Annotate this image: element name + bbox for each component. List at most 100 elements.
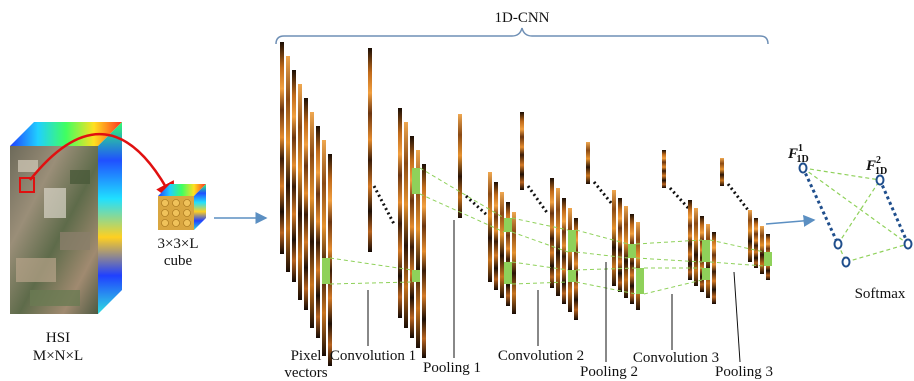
node-f1-bottom xyxy=(833,238,843,250)
dashed-connector xyxy=(643,279,703,295)
node-f2-top xyxy=(875,174,885,186)
hsi-label-line1: HSI xyxy=(46,330,70,346)
pool1-highlight-top xyxy=(504,218,512,232)
pool2-highlight-top xyxy=(628,244,636,258)
pool3-feature-map xyxy=(748,210,752,262)
conv3-ellipsis xyxy=(668,186,692,212)
conv1-ellipsis xyxy=(372,185,396,225)
pixel-vector-highlight xyxy=(322,258,330,284)
conv3-group xyxy=(662,150,716,304)
conv1-kernel-strip xyxy=(368,48,372,252)
dashed-connector xyxy=(511,281,569,285)
cube-label-line2: cube xyxy=(164,253,193,269)
pool1-feature-map xyxy=(488,172,492,282)
pool2-feature-map xyxy=(630,214,634,304)
dashed-connector xyxy=(511,261,569,271)
dashed-connector xyxy=(709,239,765,253)
pool3-group xyxy=(720,158,772,280)
conv2-kernel-strip xyxy=(520,112,524,190)
cnn-bracket-label: 1D-CNN xyxy=(495,10,550,26)
arrow-to-classifier xyxy=(765,214,816,227)
red-curve-arrow xyxy=(29,132,175,203)
dashed-connector xyxy=(419,193,505,233)
conv3-feature-map xyxy=(688,200,692,280)
dashed-connector xyxy=(709,261,765,267)
pool2-highlight-bottom xyxy=(636,268,644,294)
dashed-connector xyxy=(511,231,569,253)
classifier-graph xyxy=(798,162,913,268)
label-pooling-1: Pooling 1 xyxy=(423,360,481,376)
conv1-group xyxy=(368,48,426,358)
label-convolution-1: Convolution 1 xyxy=(330,348,416,364)
conv3-kernel-strip xyxy=(662,150,666,188)
conv2-highlight-top xyxy=(568,230,576,252)
conv1-feature-map xyxy=(404,122,408,328)
pixel-vector-strip xyxy=(298,84,302,300)
pool3-feature-map xyxy=(754,218,758,268)
feature-label-f2: F2 1D xyxy=(865,155,887,177)
pool2-ellipsis xyxy=(592,181,614,205)
conv1-highlight-top xyxy=(412,168,420,194)
pool2-group xyxy=(586,142,644,310)
pool1-group xyxy=(458,114,516,314)
softmax-label: Softmax xyxy=(855,286,906,302)
label-convolution-3: Convolution 3 xyxy=(633,350,719,366)
hsi-selection-box xyxy=(19,177,35,193)
conv2-highlight-bottom xyxy=(568,270,576,282)
pixel-vector-strip xyxy=(304,98,308,310)
conv3-feature-map xyxy=(694,208,698,286)
pixel-vector-strip xyxy=(316,126,320,338)
pixel-vector-strip xyxy=(310,112,314,328)
dashed-connector xyxy=(575,251,629,259)
pool1-kernel-strip xyxy=(458,114,462,218)
pool3-feature-map xyxy=(760,226,764,274)
pixel-vectors xyxy=(280,42,332,366)
conv2-feature-map xyxy=(562,198,566,304)
pool2-feature-map xyxy=(618,198,622,292)
pool2-feature-map xyxy=(636,222,640,310)
conv1-feature-map xyxy=(410,136,414,338)
pool1-feature-map xyxy=(512,212,516,314)
dashed-connector xyxy=(419,167,505,219)
pixel-vector-strip xyxy=(322,140,326,356)
conv3-feature-map xyxy=(712,232,716,304)
pool1-feature-map xyxy=(506,202,510,306)
conv2-feature-map xyxy=(568,208,572,312)
pool3-highlight xyxy=(764,252,772,266)
pool1-ellipsis xyxy=(464,194,490,218)
node-f1-top xyxy=(798,162,808,174)
pool2-kernel-strip xyxy=(586,142,590,184)
hsi-label-line2: M×N×L xyxy=(33,348,83,364)
label-pixel-vectors-line1: Pixel xyxy=(291,348,322,364)
pool1-highlight-bottom xyxy=(504,262,512,284)
feature-label-f1: F1 1D xyxy=(787,143,809,165)
conv1-highlight-bottom xyxy=(412,270,420,282)
node-extra xyxy=(841,256,851,268)
conv3-highlight-top xyxy=(702,240,710,262)
conv1-feature-map xyxy=(416,150,420,348)
pool3-kernel-strip xyxy=(720,158,724,186)
dashed-connector xyxy=(511,217,569,231)
conv2-ellipsis xyxy=(526,185,550,215)
dashed-connector xyxy=(635,257,703,263)
conv2-feature-map xyxy=(550,178,554,288)
dashed-connector xyxy=(635,239,703,245)
cube-label-line1: 3×3×L xyxy=(157,236,198,252)
connector-lines xyxy=(329,167,765,295)
pool1-feature-map xyxy=(500,192,504,298)
cnn-bracket xyxy=(275,27,769,45)
dashed-connector xyxy=(575,229,629,245)
pool2-feature-map xyxy=(612,190,616,286)
conv3-highlight-bottom xyxy=(702,268,710,280)
pool2-feature-map xyxy=(624,206,628,298)
conv2-feature-map xyxy=(574,218,578,320)
label-convolution-2: Convolution 2 xyxy=(498,348,584,364)
pool3-ellipsis xyxy=(726,183,750,211)
label-pixel-vectors-line2: vectors xyxy=(284,365,327,381)
node-f2-bottom xyxy=(903,238,913,250)
conv2-group xyxy=(520,112,578,320)
small-cube xyxy=(158,184,206,230)
pixel-vector-strip xyxy=(286,56,290,272)
conv1-feature-map xyxy=(422,164,426,358)
